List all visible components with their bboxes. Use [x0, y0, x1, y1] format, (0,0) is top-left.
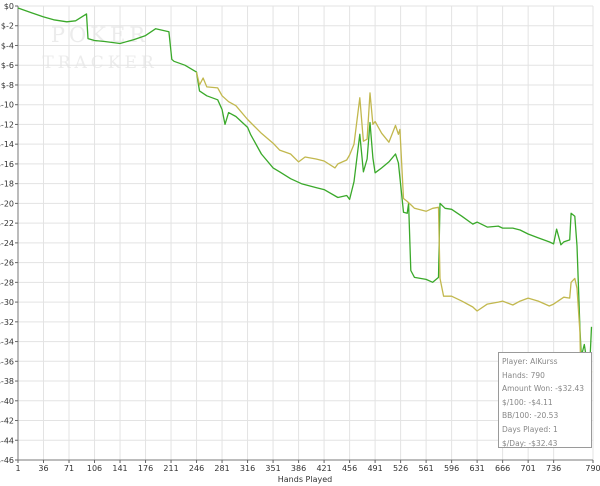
y-tick-label: $-38	[0, 377, 14, 386]
watermark-line1: POKER	[51, 23, 149, 47]
stat-dollars-per-100: $/100: -$4.11	[502, 397, 553, 407]
y-tick-label: $-36	[0, 357, 14, 366]
x-tick-label: 526	[393, 464, 408, 473]
chart-grid	[17, 5, 594, 461]
y-tick-label: $-40	[0, 397, 14, 406]
x-tick-label: 141	[112, 464, 127, 473]
x-tick-label: 106	[87, 464, 102, 473]
y-tick-label: $-16	[0, 160, 14, 169]
y-tick-label: $-14	[0, 140, 14, 149]
y-tick-label: $-4	[1, 41, 14, 50]
x-tick-label: 790	[585, 464, 600, 473]
x-tick-label: 666	[495, 464, 510, 473]
stat-player: Player: AlKurss	[502, 357, 558, 366]
y-tick-label: $-24	[0, 239, 14, 248]
watermark-line2: TRACKER	[42, 53, 157, 73]
x-tick-label: 491	[367, 464, 382, 473]
x-tick-label: 736	[546, 464, 561, 473]
x-tick-label: 596	[444, 464, 459, 473]
poker-tracker-watermark: POKER TRACKER	[42, 23, 157, 73]
y-tick-label: $-44	[0, 436, 14, 445]
y-tick-label: $-28	[0, 278, 14, 287]
y-tick-label: $-22	[0, 219, 14, 228]
stat-bb-per-100: BB/100: -20.53	[502, 411, 559, 421]
y-tick-label: $-46	[0, 456, 14, 465]
y-tick-label: $-12	[0, 120, 14, 129]
stat-amount-won: Amount Won: -$32.43	[502, 384, 585, 394]
x-tick-label: 351	[265, 464, 280, 473]
x-tick-label: 316	[240, 464, 255, 473]
stat-dollars-per-day: $/Day: -$32.43	[502, 438, 558, 448]
stat-hands: Hands: 790	[502, 370, 545, 380]
y-tick-label: $-32	[0, 318, 14, 327]
x-tick-label: 1	[15, 464, 20, 473]
y-tick-label: $-6	[1, 61, 14, 70]
y-tick-label: $-20	[0, 199, 14, 208]
x-tick-label: 701	[520, 464, 535, 473]
y-tick-label: $-18	[0, 180, 14, 189]
x-tick-label: 386	[291, 464, 306, 473]
y-tick-label: $-2	[1, 22, 14, 31]
stat-days-played: Days Played: 1	[502, 424, 558, 434]
x-tick-label: 561	[418, 464, 433, 473]
x-tick-label: 421	[316, 464, 331, 473]
y-tick-label: $-34	[0, 338, 14, 347]
y-tick-label: $-42	[0, 417, 14, 426]
y-tick-label: $-8	[1, 81, 14, 90]
x-tick-label: 246	[189, 464, 204, 473]
axis-ticks: $0 $-2 $-4 $-6 $-8 $-10 $-12 $-14 $-16 $-18 $-20 $-…	[0, 2, 600, 473]
y-tick-label: $-26	[0, 259, 14, 268]
x-axis-title: Hands Played	[278, 475, 332, 484]
x-tick-label: 71	[64, 464, 74, 473]
y-tick-label: $-10	[0, 101, 14, 110]
chart-series	[17, 7, 593, 401]
x-tick-label: 176	[138, 464, 153, 473]
chart-axes	[17, 6, 593, 461]
series-line-2	[195, 71, 593, 401]
x-tick-label: 631	[469, 464, 484, 473]
player-stats-box: Player: AlKurss Hands: 790 Amount Won: -…	[498, 352, 592, 448]
x-tick-label: 36	[38, 464, 48, 473]
x-tick-label: 281	[214, 464, 229, 473]
x-tick-label: 211	[163, 464, 178, 473]
y-tick-label: $-30	[0, 298, 14, 307]
y-tick-label: $0	[4, 2, 14, 11]
x-tick-label: 456	[342, 464, 357, 473]
series-line-1	[17, 7, 593, 364]
